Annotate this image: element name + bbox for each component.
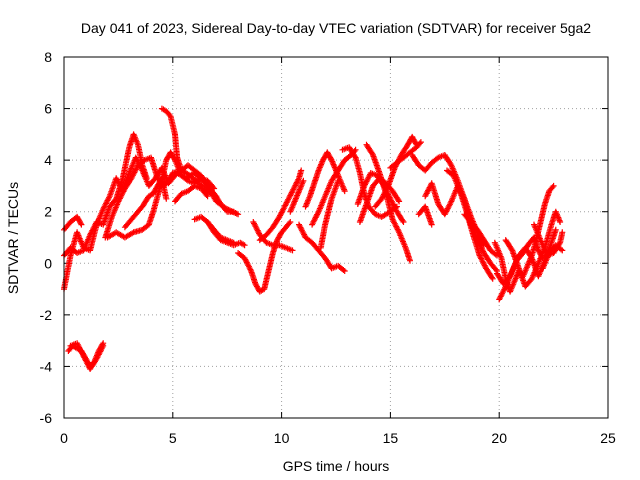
data-point bbox=[558, 246, 564, 253]
x-axis-label: GPS time / hours bbox=[283, 458, 390, 474]
y-tick-label: -2 bbox=[40, 307, 53, 323]
data-point bbox=[559, 229, 566, 236]
plot-frame bbox=[63, 56, 609, 419]
y-tick-labels: -6 -4 -2 0 2 4 6 8 bbox=[40, 49, 53, 426]
data-point bbox=[549, 184, 556, 191]
data-point bbox=[341, 188, 348, 195]
data-point bbox=[489, 275, 496, 282]
data-point bbox=[400, 219, 407, 225]
data-point bbox=[550, 182, 557, 189]
x-tick-label: 10 bbox=[274, 430, 290, 446]
y-tick-label: 0 bbox=[44, 255, 52, 271]
x-tick-label: 15 bbox=[383, 430, 399, 446]
y-tick-label: 8 bbox=[44, 49, 52, 65]
chart-title: Day 041 of 2023, Sidereal Day-to-day VTE… bbox=[81, 20, 591, 36]
data-point bbox=[100, 342, 107, 349]
data-point bbox=[335, 177, 342, 184]
data-point bbox=[492, 266, 499, 273]
data-point bbox=[488, 274, 495, 281]
x-tick-label: 0 bbox=[60, 430, 68, 446]
y-axis-label: SDTVAR / TECUs bbox=[5, 182, 21, 294]
x-tick-label: 5 bbox=[169, 430, 177, 446]
data-point bbox=[396, 198, 403, 205]
data-point bbox=[230, 208, 237, 215]
axis-ticks bbox=[63, 56, 609, 419]
data-point bbox=[351, 153, 358, 160]
data-point bbox=[77, 220, 84, 227]
data-point bbox=[399, 217, 406, 224]
y-tick-label: -4 bbox=[40, 358, 53, 374]
x-tick-labels: 0 5 10 15 20 25 bbox=[60, 430, 616, 446]
data-point bbox=[235, 211, 242, 218]
y-tick-label: 6 bbox=[44, 101, 52, 117]
data-point bbox=[286, 220, 293, 227]
data-point bbox=[369, 150, 376, 157]
data-point bbox=[559, 247, 566, 254]
y-tick-label: -6 bbox=[40, 410, 53, 426]
data-point bbox=[289, 247, 296, 254]
data-series bbox=[61, 105, 566, 372]
data-point bbox=[230, 239, 237, 246]
data-point bbox=[552, 226, 559, 233]
series-SDTVAR bbox=[61, 105, 566, 372]
y-tick-label: 2 bbox=[44, 204, 52, 220]
data-point bbox=[287, 219, 294, 225]
data-point bbox=[407, 257, 413, 264]
data-point bbox=[298, 167, 305, 174]
data-point bbox=[204, 193, 211, 200]
data-point bbox=[341, 268, 348, 274]
data-point bbox=[203, 192, 210, 198]
data-point bbox=[557, 219, 564, 225]
data-point bbox=[508, 246, 515, 253]
data-point bbox=[163, 195, 170, 202]
data-point bbox=[78, 221, 85, 228]
data-point bbox=[300, 177, 307, 184]
grid-lines bbox=[64, 57, 608, 418]
data-point bbox=[340, 267, 347, 273]
x-tick-label: 25 bbox=[600, 430, 616, 446]
data-point bbox=[428, 221, 435, 228]
x-tick-label: 20 bbox=[491, 430, 507, 446]
y-tick-label: 4 bbox=[44, 152, 52, 168]
data-point bbox=[241, 242, 248, 249]
data-point bbox=[417, 139, 424, 146]
data-point bbox=[143, 175, 150, 182]
data-point bbox=[416, 140, 423, 147]
data-point bbox=[395, 197, 402, 204]
data-point bbox=[223, 207, 230, 214]
